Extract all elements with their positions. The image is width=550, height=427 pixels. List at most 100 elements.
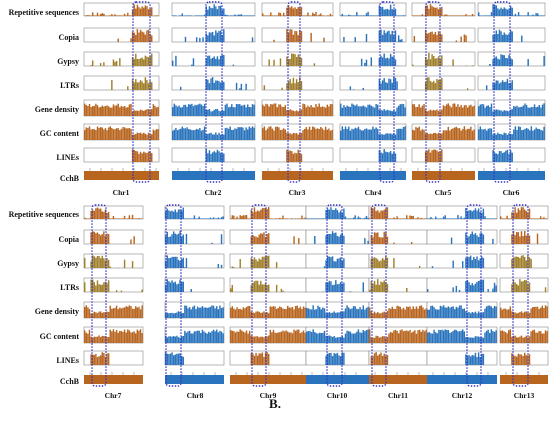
track-bar bbox=[296, 305, 298, 318]
track-bar bbox=[406, 287, 408, 292]
track-bar bbox=[360, 130, 363, 140]
track-bar bbox=[166, 353, 169, 365]
track-bar bbox=[506, 309, 508, 318]
track-bar bbox=[422, 218, 424, 219]
track-bar bbox=[462, 128, 464, 140]
track-bar bbox=[125, 15, 127, 16]
track-bar bbox=[99, 13, 102, 16]
track-bar bbox=[232, 107, 235, 116]
track-bar bbox=[348, 14, 350, 16]
track-bar bbox=[354, 15, 356, 16]
track-bar bbox=[388, 30, 390, 42]
track-bar bbox=[265, 103, 267, 116]
track-bar bbox=[285, 308, 287, 318]
track-bar bbox=[326, 15, 328, 16]
track-bar bbox=[471, 13, 474, 16]
track-bar bbox=[503, 308, 505, 318]
track-bar bbox=[139, 218, 142, 219]
track-bar bbox=[540, 129, 542, 140]
track-bar bbox=[506, 9, 509, 16]
track-bar bbox=[340, 130, 342, 140]
track-bar bbox=[179, 86, 182, 90]
track-bar bbox=[508, 153, 510, 162]
track-bar bbox=[471, 65, 474, 66]
track-bar bbox=[482, 129, 485, 140]
track-bar bbox=[237, 14, 239, 16]
track-bar bbox=[541, 104, 544, 116]
track-bar bbox=[109, 218, 111, 219]
track-bar bbox=[275, 284, 278, 292]
track-bar bbox=[272, 329, 275, 343]
track-bar bbox=[91, 231, 94, 244]
track-bar bbox=[282, 290, 284, 292]
track-bar bbox=[424, 133, 427, 140]
track-gypsy bbox=[411, 51, 476, 67]
track-bar bbox=[446, 329, 448, 343]
track-label-repetitive-sequences: Repetitive sequences bbox=[9, 8, 79, 17]
track-bar bbox=[136, 29, 139, 42]
track-bar bbox=[517, 126, 520, 140]
track-bar bbox=[263, 85, 266, 90]
track-bar bbox=[223, 81, 225, 90]
track-bar bbox=[441, 133, 443, 140]
track-bar bbox=[466, 107, 469, 116]
track-bar bbox=[383, 149, 385, 162]
track-bar bbox=[302, 130, 304, 140]
track-bar bbox=[439, 218, 442, 219]
track-bar bbox=[182, 207, 184, 219]
track-bar bbox=[381, 258, 384, 268]
track-bar bbox=[292, 132, 295, 140]
track-bar bbox=[375, 103, 377, 116]
track-bar bbox=[391, 134, 393, 140]
track-bar bbox=[378, 57, 381, 66]
track-bar bbox=[535, 332, 537, 343]
track-bar bbox=[176, 212, 178, 219]
track-bar bbox=[177, 209, 180, 219]
track-bar bbox=[455, 330, 458, 343]
track-bar bbox=[280, 331, 283, 343]
track-bar bbox=[343, 37, 345, 42]
track-bar bbox=[203, 103, 206, 116]
track-bar bbox=[174, 281, 177, 292]
track-bar bbox=[344, 126, 347, 140]
track-bar bbox=[426, 59, 428, 66]
track-bar bbox=[165, 235, 167, 244]
track-bar bbox=[219, 5, 222, 16]
track-bar bbox=[514, 235, 516, 244]
track-bar bbox=[217, 332, 220, 343]
track-bar bbox=[450, 332, 453, 343]
track-bar bbox=[103, 282, 105, 292]
track-bar bbox=[477, 336, 480, 343]
track-bar bbox=[244, 308, 246, 318]
track-bar bbox=[351, 218, 353, 219]
track-bar bbox=[377, 210, 379, 219]
track-bar bbox=[253, 281, 256, 292]
track-bar bbox=[171, 280, 173, 292]
track-bar bbox=[240, 105, 243, 116]
track-bar bbox=[274, 126, 277, 140]
track-bar bbox=[114, 61, 116, 66]
track-bar bbox=[541, 218, 544, 219]
track-bar bbox=[460, 216, 462, 219]
track-bar bbox=[237, 104, 239, 116]
track-bar bbox=[324, 126, 327, 140]
track-bar bbox=[182, 234, 184, 244]
track-bar bbox=[268, 126, 270, 140]
track-bar bbox=[378, 313, 381, 318]
track-bar bbox=[283, 308, 286, 318]
track-bar bbox=[501, 134, 504, 140]
track-bar bbox=[503, 32, 505, 42]
track-bar bbox=[273, 39, 275, 42]
track-bar bbox=[231, 285, 234, 292]
track-bar bbox=[394, 111, 397, 116]
track-bar bbox=[436, 333, 438, 343]
track-bar bbox=[185, 332, 188, 343]
track-bar bbox=[233, 308, 235, 318]
track-bar bbox=[344, 333, 347, 343]
track-bar bbox=[431, 31, 433, 42]
track-bar bbox=[445, 130, 448, 140]
track-bar bbox=[299, 7, 301, 16]
track-bar bbox=[321, 15, 324, 16]
track-bar bbox=[370, 105, 373, 116]
track-bar bbox=[130, 38, 132, 42]
